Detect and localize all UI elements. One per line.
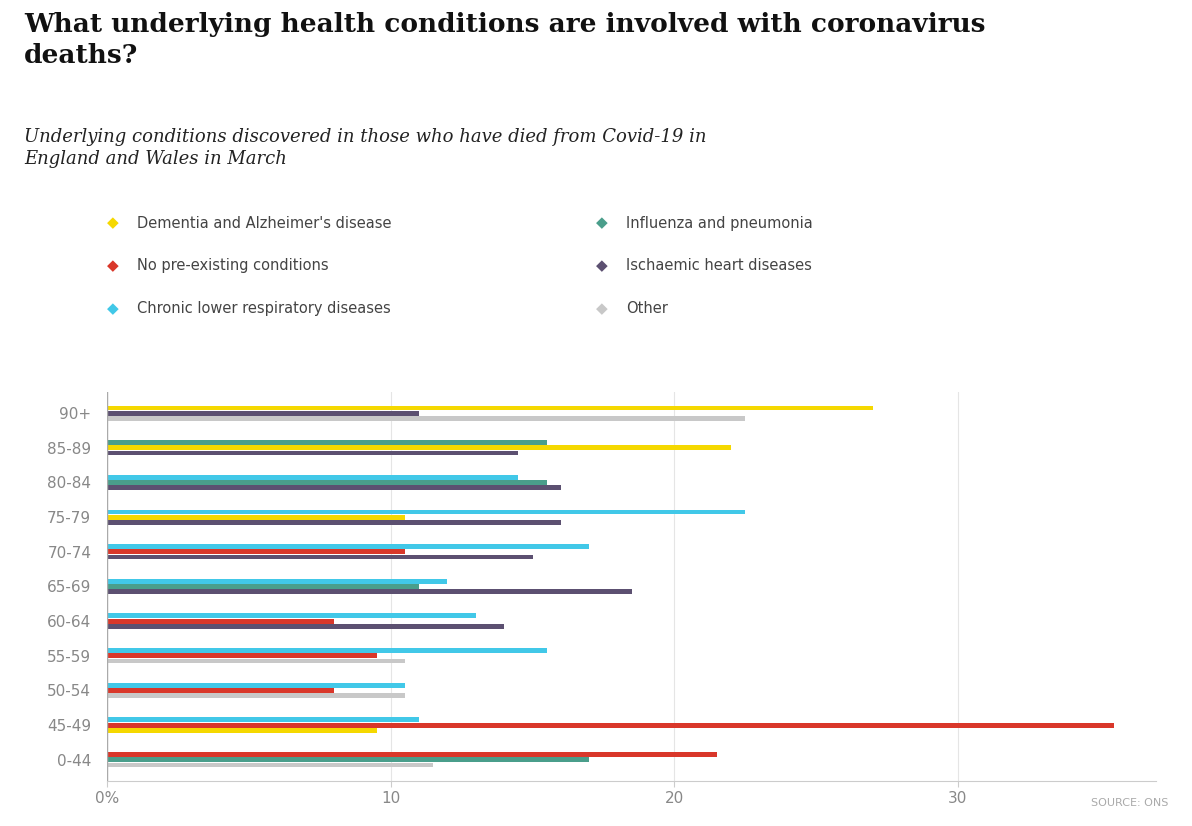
- Text: ◆: ◆: [107, 259, 119, 273]
- Bar: [107, 728, 377, 733]
- Bar: [107, 450, 519, 455]
- Text: ◆: ◆: [596, 301, 608, 316]
- Bar: [107, 584, 420, 589]
- Bar: [107, 658, 405, 663]
- Bar: [107, 718, 420, 722]
- Text: What underlying health conditions are involved with coronavirus
deaths?: What underlying health conditions are in…: [24, 12, 986, 69]
- Text: ◆: ◆: [107, 216, 119, 230]
- Bar: [107, 757, 589, 762]
- Bar: [107, 762, 434, 767]
- Bar: [107, 480, 547, 485]
- Text: ◆: ◆: [107, 301, 119, 316]
- Bar: [107, 614, 476, 619]
- Bar: [107, 683, 405, 688]
- Bar: [107, 411, 420, 415]
- Bar: [107, 515, 405, 520]
- Bar: [107, 653, 377, 658]
- Text: ◆: ◆: [596, 216, 608, 230]
- Bar: [107, 624, 504, 629]
- Bar: [107, 619, 334, 624]
- Bar: [107, 406, 873, 411]
- Bar: [107, 549, 405, 554]
- Bar: [107, 416, 745, 420]
- Text: Underlying conditions discovered in those who have died from Covid-19 in
England: Underlying conditions discovered in thos…: [24, 128, 707, 169]
- Text: SOURCE: ONS: SOURCE: ONS: [1091, 798, 1168, 808]
- Bar: [107, 475, 519, 480]
- Bar: [107, 520, 561, 525]
- Bar: [107, 579, 447, 584]
- Bar: [107, 723, 1113, 728]
- Text: Ischaemic heart diseases: Ischaemic heart diseases: [626, 259, 812, 273]
- Text: ◆: ◆: [596, 259, 608, 273]
- Text: No pre-existing conditions: No pre-existing conditions: [137, 259, 329, 273]
- Text: Dementia and Alzheimer's disease: Dementia and Alzheimer's disease: [137, 216, 392, 230]
- Bar: [107, 589, 632, 594]
- Bar: [107, 445, 731, 450]
- Bar: [107, 693, 405, 698]
- Bar: [107, 544, 589, 549]
- Bar: [107, 554, 533, 559]
- Bar: [107, 752, 716, 757]
- Bar: [107, 688, 334, 693]
- Text: Influenza and pneumonia: Influenza and pneumonia: [626, 216, 813, 230]
- Text: Other: Other: [626, 301, 668, 316]
- Bar: [107, 485, 561, 490]
- Bar: [107, 510, 745, 515]
- Bar: [107, 648, 547, 653]
- Bar: [107, 440, 547, 445]
- Text: Chronic lower respiratory diseases: Chronic lower respiratory diseases: [137, 301, 391, 316]
